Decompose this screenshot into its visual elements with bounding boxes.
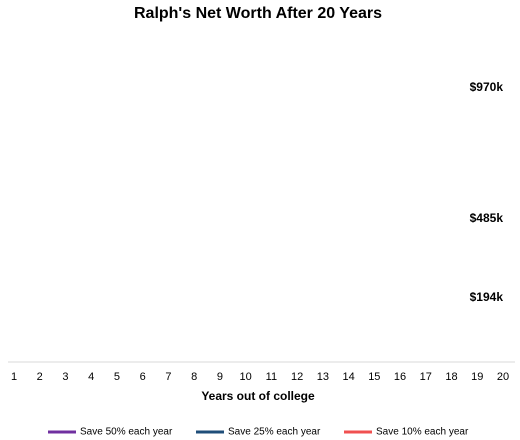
legend-label: Save 25% each year <box>228 427 321 438</box>
x-tick-label: 11 <box>266 371 277 383</box>
x-tick-label: 8 <box>191 371 197 383</box>
end-value-label: $485k <box>470 211 504 225</box>
x-tick-label: 14 <box>342 371 354 383</box>
chart-title: Ralph's Net Worth After 20 Years <box>134 5 382 22</box>
x-tick-label: 13 <box>317 371 329 383</box>
x-tick-label: 15 <box>368 371 380 383</box>
x-tick-label: 16 <box>394 371 406 383</box>
end-value-label: $970k <box>470 80 504 94</box>
x-tick-label: 2 <box>37 371 43 383</box>
x-tick-label: 3 <box>62 371 68 383</box>
x-tick-label: 18 <box>445 371 457 383</box>
x-tick-label: 19 <box>471 371 483 383</box>
legend-label: Save 50% each year <box>80 427 173 438</box>
x-tick-label: 10 <box>240 371 252 383</box>
x-axis-title: Years out of college <box>201 389 315 403</box>
x-tick-label: 9 <box>217 371 223 383</box>
x-tick-label: 1 <box>11 371 17 383</box>
end-value-label: $194k <box>470 290 504 304</box>
x-tick-label: 6 <box>140 371 146 383</box>
x-tick-label: 5 <box>114 371 120 383</box>
x-tick-label: 4 <box>88 371 94 383</box>
x-tick-label: 17 <box>420 371 432 383</box>
x-tick-label: 12 <box>291 371 303 383</box>
legend-label: Save 10% each year <box>376 427 469 438</box>
x-tick-label: 20 <box>497 371 509 383</box>
x-tick-label: 7 <box>165 371 171 383</box>
